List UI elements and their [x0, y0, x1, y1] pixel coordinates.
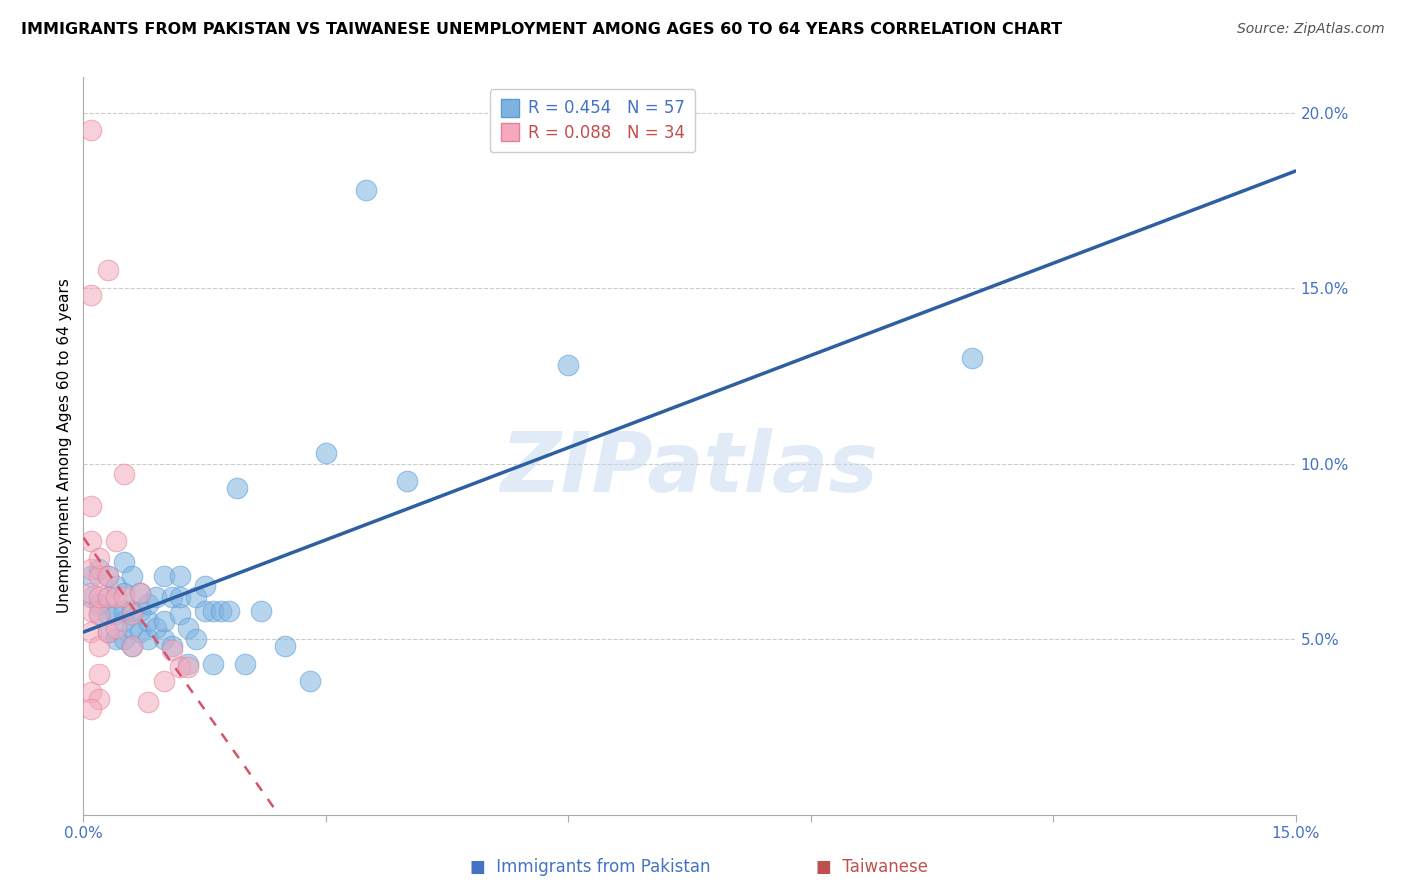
Point — [160, 639, 183, 653]
Point — [169, 569, 191, 583]
Point — [186, 632, 208, 646]
Point — [153, 569, 176, 583]
Point — [962, 351, 984, 366]
Point — [128, 586, 150, 600]
Point — [80, 684, 103, 698]
Text: Source: ZipAtlas.com: Source: ZipAtlas.com — [1237, 22, 1385, 37]
Point — [104, 632, 127, 646]
Point — [80, 586, 103, 600]
Point — [89, 607, 111, 622]
Point — [169, 590, 191, 604]
Point — [96, 263, 118, 277]
Point — [225, 481, 247, 495]
Point — [112, 615, 135, 629]
Point — [201, 657, 224, 671]
Text: IMMIGRANTS FROM PAKISTAN VS TAIWANESE UNEMPLOYMENT AMONG AGES 60 TO 64 YEARS COR: IMMIGRANTS FROM PAKISTAN VS TAIWANESE UN… — [21, 22, 1062, 37]
Point — [96, 625, 118, 640]
Point — [80, 562, 103, 576]
Point — [136, 597, 159, 611]
Point — [193, 604, 215, 618]
Point — [89, 590, 111, 604]
Text: ■  Taiwanese: ■ Taiwanese — [815, 858, 928, 876]
Point — [121, 604, 143, 618]
Point — [104, 533, 127, 548]
Text: ■  Immigrants from Pakistan: ■ Immigrants from Pakistan — [470, 858, 711, 876]
Point — [201, 604, 224, 618]
Point — [80, 604, 103, 618]
Point — [96, 625, 118, 640]
Point — [209, 604, 232, 618]
Point — [136, 632, 159, 646]
Point — [169, 607, 191, 622]
Point — [128, 625, 150, 640]
Point — [89, 607, 111, 622]
Point — [145, 590, 167, 604]
Point — [121, 569, 143, 583]
Point — [121, 607, 143, 622]
Point — [250, 604, 273, 618]
Point — [128, 604, 150, 618]
Point — [128, 586, 150, 600]
Point — [104, 579, 127, 593]
Point — [218, 604, 240, 618]
Point — [177, 657, 200, 671]
Point — [89, 667, 111, 681]
Point — [160, 642, 183, 657]
Point — [96, 569, 118, 583]
Point — [80, 702, 103, 716]
Point — [104, 607, 127, 622]
Point — [145, 622, 167, 636]
Point — [395, 474, 418, 488]
Point — [354, 183, 377, 197]
Text: ZIPatlas: ZIPatlas — [501, 427, 879, 508]
Point — [89, 691, 111, 706]
Point — [153, 674, 176, 689]
Point — [274, 639, 297, 653]
Point — [80, 123, 103, 137]
Point — [153, 632, 176, 646]
Point — [121, 639, 143, 653]
Point — [96, 590, 118, 604]
Point — [160, 590, 183, 604]
Point — [557, 358, 579, 372]
Point — [80, 499, 103, 513]
Point — [121, 622, 143, 636]
Point — [193, 579, 215, 593]
Point — [89, 562, 111, 576]
Point — [104, 622, 127, 636]
Point — [96, 569, 118, 583]
Point — [89, 639, 111, 653]
Point — [153, 615, 176, 629]
Point — [112, 586, 135, 600]
Point — [112, 590, 135, 604]
Point — [112, 604, 135, 618]
Point — [104, 590, 127, 604]
Point — [80, 533, 103, 548]
Point — [96, 607, 118, 622]
Point — [112, 632, 135, 646]
Point — [89, 551, 111, 566]
Point — [112, 467, 135, 481]
Point — [136, 695, 159, 709]
Y-axis label: Unemployment Among Ages 60 to 64 years: Unemployment Among Ages 60 to 64 years — [58, 278, 72, 614]
Point — [177, 622, 200, 636]
Point — [112, 555, 135, 569]
Point — [136, 615, 159, 629]
Point — [96, 590, 118, 604]
Point — [186, 590, 208, 604]
Point — [89, 569, 111, 583]
Point — [121, 639, 143, 653]
Point — [80, 625, 103, 640]
Point — [80, 569, 103, 583]
Point — [315, 446, 337, 460]
Point — [80, 288, 103, 302]
Legend: R = 0.454   N = 57, R = 0.088   N = 34: R = 0.454 N = 57, R = 0.088 N = 34 — [489, 89, 695, 153]
Point — [177, 660, 200, 674]
Point — [233, 657, 256, 671]
Point — [80, 590, 103, 604]
Point — [89, 597, 111, 611]
Point — [298, 674, 321, 689]
Point — [169, 660, 191, 674]
